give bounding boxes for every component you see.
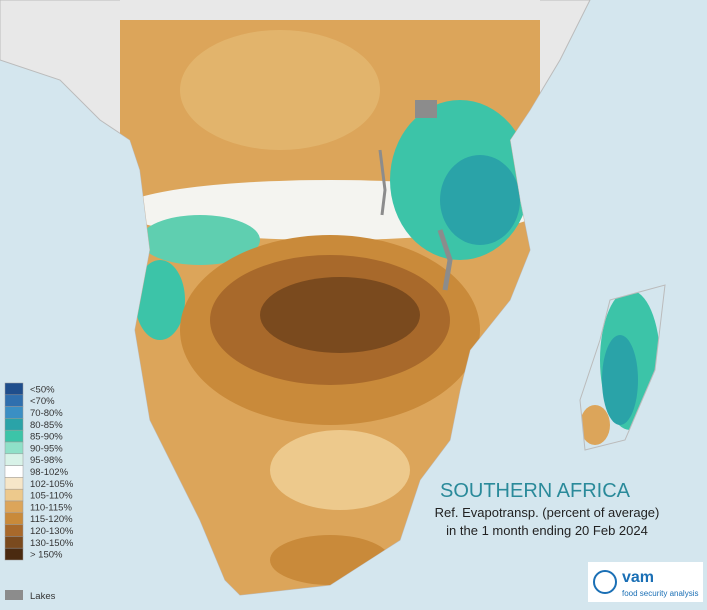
legend-label: 105-110% <box>30 491 73 502</box>
legend-label: 85-90% <box>30 432 63 443</box>
legend-swatch <box>4 488 24 502</box>
legend-label: <70% <box>30 396 55 407</box>
legend-swatch <box>4 477 24 490</box>
legend-label: 95-98% <box>30 455 63 466</box>
field <box>270 430 410 510</box>
legend-swatch <box>4 465 24 478</box>
lake <box>378 149 387 216</box>
legend-label: <50% <box>30 384 55 395</box>
legend-swatch <box>5 590 23 600</box>
field <box>135 260 185 340</box>
legend-label: 115-120% <box>30 514 73 525</box>
legend-swatch <box>4 394 24 407</box>
field <box>140 215 260 265</box>
legend-swatch <box>4 524 24 537</box>
map-subtitle: in the 1 month ending 20 Feb 2024 <box>446 523 648 538</box>
legend-label: 98-102% <box>30 467 69 478</box>
field <box>580 405 610 445</box>
legend-label: 110-115% <box>30 502 72 513</box>
logo-icon <box>593 570 617 594</box>
legend-swatch <box>4 547 24 561</box>
legend-label: Lakes <box>30 591 56 602</box>
legend-label: 70-80% <box>30 408 63 419</box>
logo-name: vam <box>622 569 654 586</box>
lake <box>437 229 453 291</box>
legend-swatch <box>4 429 24 443</box>
legend-label: > 150% <box>30 550 63 561</box>
legend: <50%<70%70-80%80-85%85-90%90-95%95-98%98… <box>4 382 74 602</box>
legend-swatch <box>4 382 24 396</box>
field <box>602 335 638 425</box>
madagascar-outline <box>579 284 666 451</box>
legend-swatch <box>4 500 24 514</box>
logo-box <box>588 562 703 602</box>
map-title: SOUTHERN AFRICA <box>440 480 631 502</box>
field <box>120 0 540 20</box>
legend-swatch <box>4 453 24 466</box>
lake <box>415 100 437 118</box>
field <box>260 277 420 353</box>
legend-label: 120-130% <box>30 526 74 537</box>
legend-label: 130-150% <box>30 538 74 549</box>
legend-label: 80-85% <box>30 420 63 431</box>
legend-label: 102-105% <box>30 479 74 490</box>
legend-swatch <box>4 441 24 455</box>
data-layer <box>120 0 660 595</box>
map-subtitle: Ref. Evapotransp. (percent of average) <box>435 505 660 520</box>
field <box>440 155 520 245</box>
legend-swatch <box>4 536 24 549</box>
field <box>180 30 380 150</box>
legend-label: 90-95% <box>30 443 63 454</box>
logo-tagline: food security analysis <box>622 589 698 598</box>
legend-swatch <box>4 418 24 431</box>
legend-swatch <box>4 512 24 525</box>
legend-swatch <box>4 406 24 419</box>
